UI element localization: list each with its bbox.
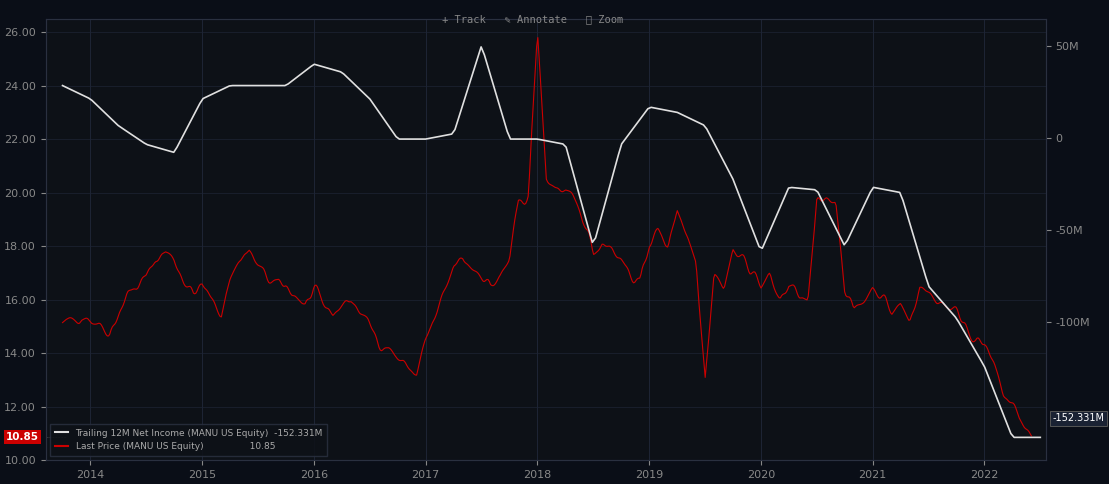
Text: + Track   ✎ Annotate   🔍 Zoom: + Track ✎ Annotate 🔍 Zoom <box>441 15 623 25</box>
Text: 10.85: 10.85 <box>6 432 39 442</box>
Text: -152.331M: -152.331M <box>1052 413 1105 424</box>
Legend: Trailing 12M Net Income (MANU US Equity)  -152.331M, Last Price (MANU US Equity): Trailing 12M Net Income (MANU US Equity)… <box>50 424 327 455</box>
